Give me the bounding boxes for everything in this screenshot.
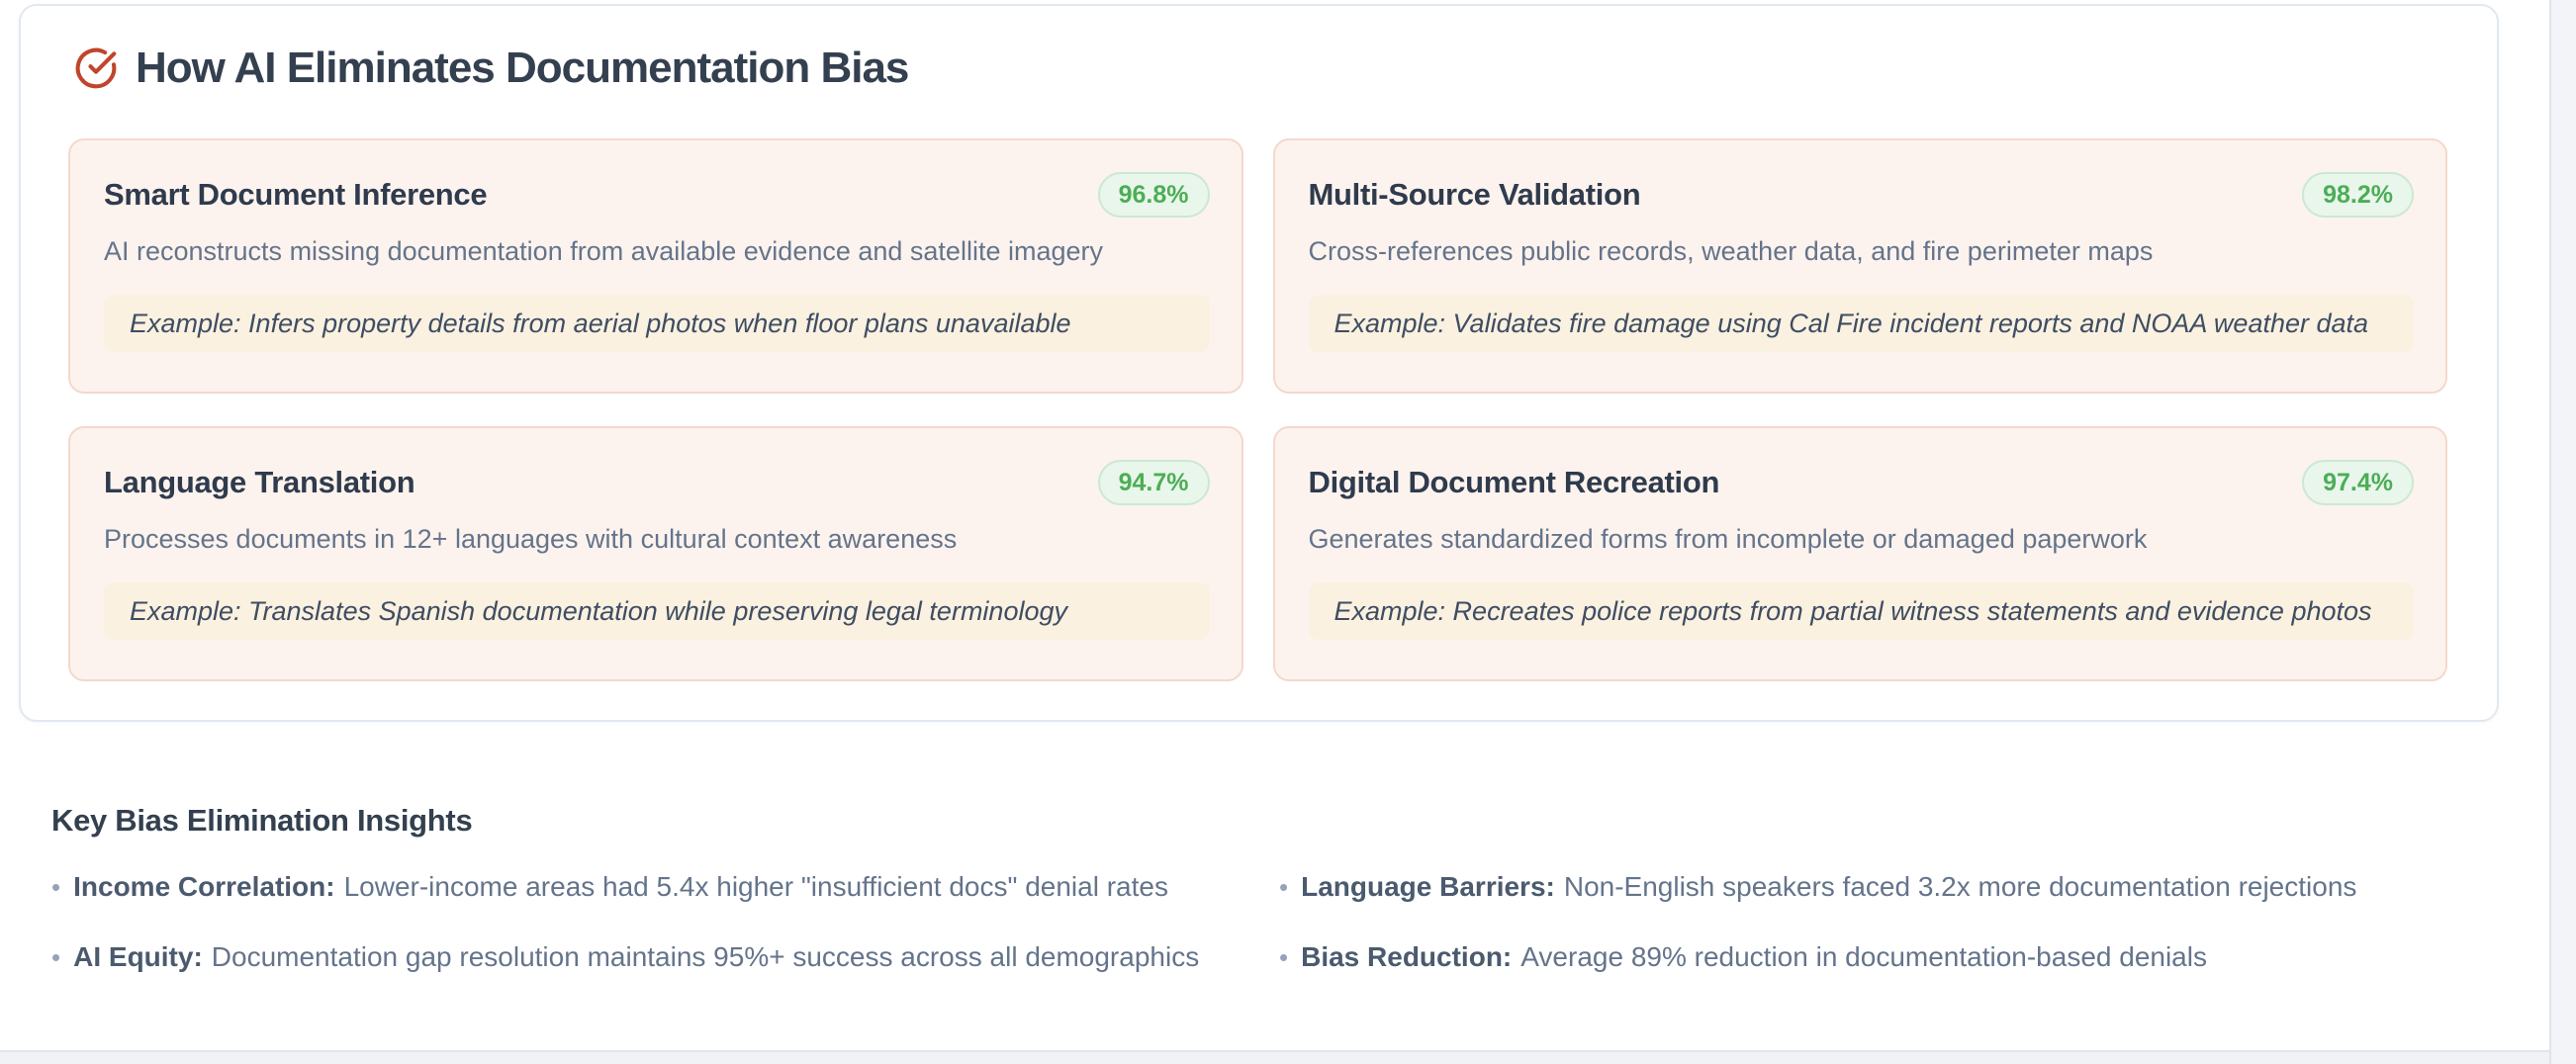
card-multi-source-validation: Multi-Source Validation 98.2% Cross-refe… (1272, 138, 2447, 394)
card-header: Multi-Source Validation 98.2% (1308, 172, 2414, 218)
accuracy-badge: 97.4% (2302, 460, 2414, 505)
example-text: Example: Infers property details from ae… (130, 309, 1071, 338)
card-description: Processes documents in 12+ languages wit… (104, 524, 958, 554)
example-text: Example: Validates fire damage using Cal… (1334, 309, 2369, 338)
bullet-icon: • (51, 942, 61, 972)
ai-methods-grid: Smart Document Inference 96.8% AI recons… (68, 138, 2447, 681)
key-insights-section: Key Bias Elimination Insights • Income Co… (51, 803, 2465, 977)
insight-label: AI Equity: (73, 941, 203, 972)
insight-text: Documentation gap resolution maintains 9… (211, 941, 1200, 972)
next-section-edge (0, 1050, 2576, 1064)
card-description: Generates standardized forms from incomp… (1308, 524, 2148, 554)
card-title: Smart Document Inference (104, 177, 488, 212)
card-header: Digital Document Recreation 97.4% (1308, 460, 2414, 505)
insight-text: Average 89% reduction in documentation-b… (1520, 941, 2207, 972)
bullet-icon: • (1279, 942, 1289, 972)
insight-bias-reduction: • Bias Reduction: Average 89% reduction in… (1279, 937, 2465, 977)
card-header: Language Translation 94.7% (104, 460, 1210, 505)
panel-title: How AI Eliminates Documentation Bias (136, 44, 909, 92)
insights-heading: Key Bias Elimination Insights (51, 803, 473, 838)
accuracy-badge: 96.8% (1097, 172, 1210, 218)
card-title: Digital Document Recreation (1308, 465, 1720, 499)
card-title: Language Translation (104, 465, 415, 499)
documentation-bias-panel: How AI Eliminates Documentation Bias Sma… (19, 4, 2499, 722)
accuracy-badge: 94.7% (1097, 460, 1210, 505)
insight-language-barriers: • Language Barriers: Non-English speakers … (1279, 867, 2465, 907)
insight-label: Income Correlation: (73, 871, 335, 902)
card-language-translation: Language Translation 94.7% Processes doc… (68, 426, 1243, 681)
card-description: AI reconstructs missing documentation fr… (104, 236, 1103, 266)
card-header: Smart Document Inference 96.8% (104, 172, 1210, 218)
example-text: Example: Translates Spanish documentatio… (130, 596, 1067, 626)
card-title: Multi-Source Validation (1308, 177, 1641, 212)
insight-ai-equity: • AI Equity: Documentation gap resolution … (51, 937, 1279, 977)
card-smart-document-inference: Smart Document Inference 96.8% AI recons… (68, 138, 1243, 394)
panel-header: How AI Eliminates Documentation Bias (74, 44, 2447, 93)
example-box: Example: Translates Spanish documentatio… (104, 582, 1210, 640)
scrollbar-track[interactable] (2549, 0, 2576, 1064)
card-digital-document-recreation: Digital Document Recreation 97.4% Genera… (1272, 426, 2447, 681)
insight-text: Lower-income areas had 5.4x higher "insu… (343, 871, 1168, 902)
insight-income-correlation: • Income Correlation: Lower-income areas h… (51, 867, 1279, 907)
bullet-icon: • (1279, 872, 1289, 902)
insight-label: Bias Reduction: (1301, 941, 1513, 972)
check-circle-icon (74, 46, 118, 90)
insight-text: Non-English speakers faced 3.2x more doc… (1563, 871, 2357, 902)
insights-grid: • Income Correlation: Lower-income areas h… (51, 867, 2465, 977)
card-description: Cross-references public records, weather… (1308, 236, 2154, 266)
example-box: Example: Recreates police reports from p… (1308, 582, 2414, 640)
example-text: Example: Recreates police reports from p… (1334, 596, 2372, 626)
accuracy-badge: 98.2% (2302, 172, 2414, 218)
example-box: Example: Validates fire damage using Cal… (1308, 295, 2414, 352)
example-box: Example: Infers property details from ae… (104, 295, 1210, 352)
insight-label: Language Barriers: (1301, 871, 1555, 902)
bullet-icon: • (51, 872, 61, 902)
